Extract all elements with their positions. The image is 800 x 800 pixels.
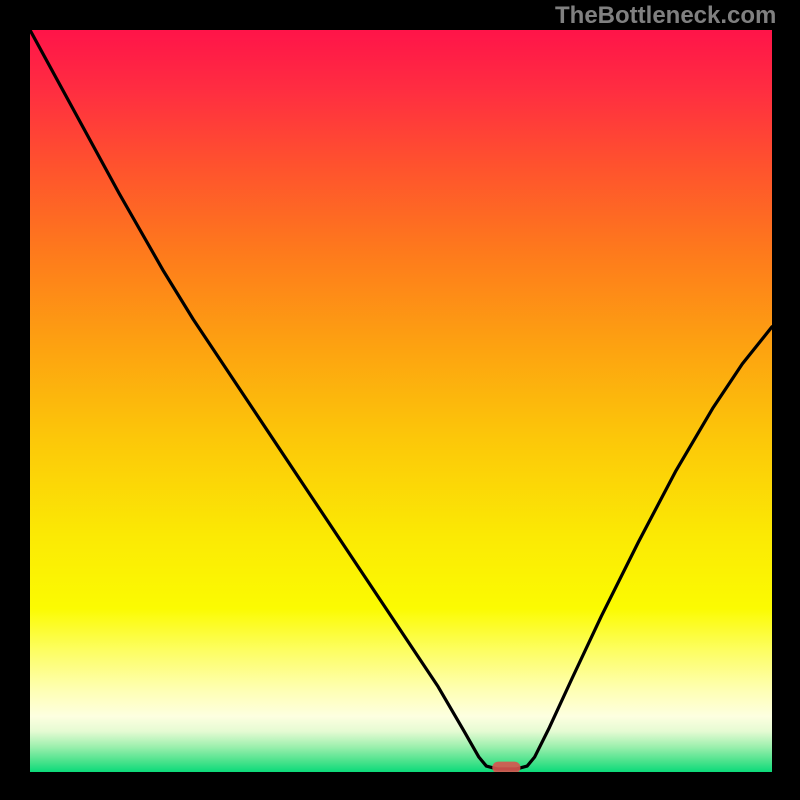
plot-svg <box>30 30 772 772</box>
gradient-background <box>30 30 772 772</box>
watermark-text: TheBottleneck.com <box>555 2 776 30</box>
chart-frame: TheBottleneck.com <box>0 0 800 800</box>
optimal-marker <box>492 762 520 772</box>
plot-area <box>30 30 772 772</box>
